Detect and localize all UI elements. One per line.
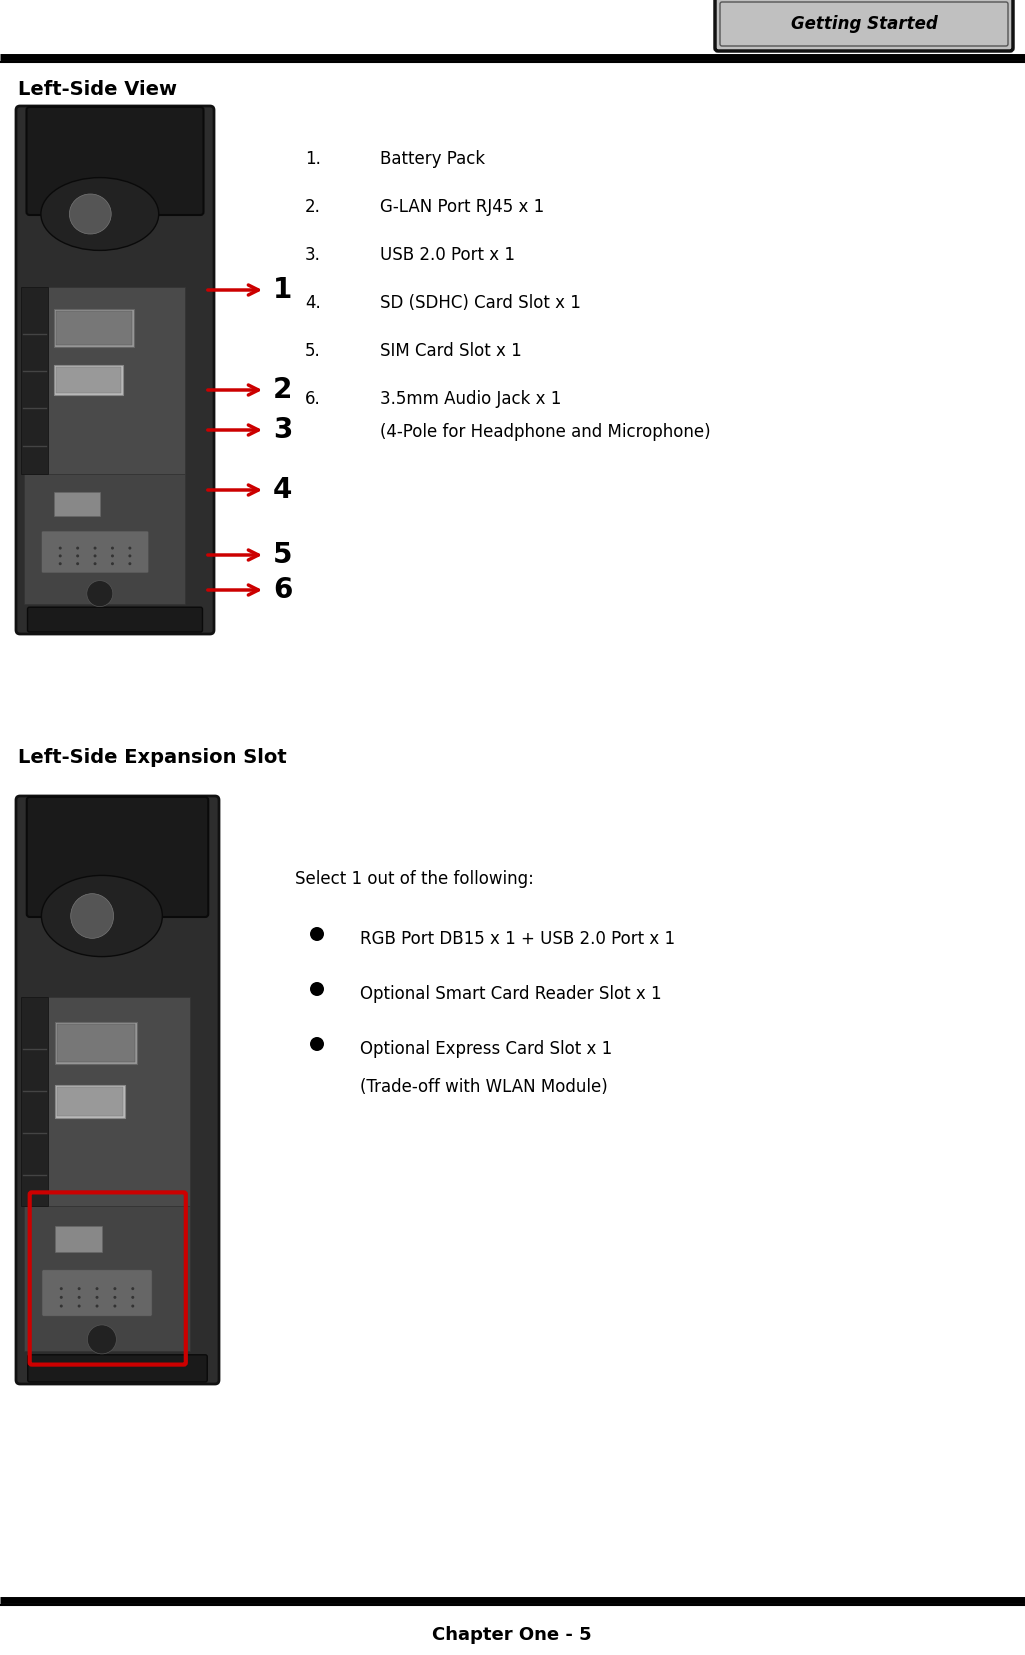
Text: SIM Card Slot x 1: SIM Card Slot x 1	[380, 343, 522, 361]
Circle shape	[58, 546, 62, 549]
Ellipse shape	[70, 194, 111, 233]
Bar	[24, 286, 186, 473]
Bar	[55, 1226, 101, 1253]
Circle shape	[58, 554, 62, 558]
Circle shape	[78, 1296, 81, 1299]
Bar	[57, 1024, 135, 1063]
Bar	[57, 1087, 123, 1117]
Bar	[54, 366, 123, 396]
Circle shape	[310, 981, 324, 996]
Ellipse shape	[41, 875, 162, 957]
FancyBboxPatch shape	[28, 1355, 207, 1382]
FancyBboxPatch shape	[16, 796, 219, 1384]
Circle shape	[111, 554, 114, 558]
FancyBboxPatch shape	[27, 108, 204, 215]
FancyBboxPatch shape	[16, 106, 214, 634]
Bar	[24, 998, 190, 1206]
Bar	[56, 311, 132, 344]
Text: 1.: 1.	[305, 151, 321, 169]
Text: 5: 5	[273, 541, 292, 569]
Bar	[55, 1023, 137, 1064]
Circle shape	[76, 554, 79, 558]
Circle shape	[114, 1288, 117, 1291]
Circle shape	[310, 1038, 324, 1051]
Circle shape	[131, 1304, 134, 1307]
Text: (4-Pole for Headphone and Microphone): (4-Pole for Headphone and Microphone)	[380, 424, 710, 440]
Text: 4: 4	[273, 477, 292, 505]
Text: SD (SDHC) Card Slot x 1: SD (SDHC) Card Slot x 1	[380, 295, 581, 313]
Text: 1: 1	[273, 276, 292, 305]
Bar	[54, 492, 99, 516]
Circle shape	[93, 546, 96, 549]
Text: USB 2.0 Port x 1: USB 2.0 Port x 1	[380, 247, 515, 265]
Circle shape	[78, 1304, 81, 1307]
Text: 4.: 4.	[305, 295, 321, 313]
Circle shape	[59, 1296, 63, 1299]
FancyBboxPatch shape	[41, 531, 149, 573]
Bar	[55, 1086, 125, 1119]
Circle shape	[310, 927, 324, 942]
Text: 3: 3	[273, 415, 292, 444]
Bar	[56, 367, 121, 394]
Bar	[20, 286, 47, 473]
Circle shape	[131, 1288, 134, 1291]
Bar	[20, 998, 48, 1206]
Circle shape	[111, 563, 114, 566]
Circle shape	[76, 563, 79, 566]
Circle shape	[58, 563, 62, 566]
Circle shape	[111, 546, 114, 549]
Text: Getting Started: Getting Started	[790, 15, 938, 33]
Circle shape	[95, 1304, 98, 1307]
Ellipse shape	[71, 894, 114, 938]
Bar	[24, 473, 186, 604]
Circle shape	[114, 1304, 117, 1307]
Circle shape	[95, 1296, 98, 1299]
Circle shape	[59, 1304, 63, 1307]
Circle shape	[87, 581, 113, 607]
FancyBboxPatch shape	[42, 1269, 152, 1316]
Text: Chapter One - 5: Chapter One - 5	[433, 1625, 591, 1643]
Bar	[24, 1206, 190, 1350]
Text: Left-Side Expansion Slot: Left-Side Expansion Slot	[18, 748, 287, 766]
Text: Select 1 out of the following:: Select 1 out of the following:	[295, 871, 534, 889]
Text: G-LAN Port RJ45 x 1: G-LAN Port RJ45 x 1	[380, 199, 544, 217]
Circle shape	[93, 563, 96, 566]
Circle shape	[114, 1296, 117, 1299]
FancyBboxPatch shape	[27, 798, 208, 917]
Text: 6.: 6.	[305, 391, 321, 409]
Text: 6: 6	[273, 576, 292, 604]
Circle shape	[95, 1288, 98, 1291]
FancyBboxPatch shape	[28, 607, 203, 632]
Text: Optional Express Card Slot x 1: Optional Express Card Slot x 1	[360, 1039, 612, 1058]
Text: 2.: 2.	[305, 199, 321, 217]
Text: Left-Side View: Left-Side View	[18, 79, 177, 99]
Text: 5.: 5.	[305, 343, 321, 361]
Circle shape	[128, 563, 131, 566]
Circle shape	[78, 1288, 81, 1291]
Ellipse shape	[41, 177, 159, 250]
Text: 3.5mm Audio Jack x 1: 3.5mm Audio Jack x 1	[380, 391, 562, 409]
Circle shape	[87, 1326, 117, 1354]
Text: 2: 2	[273, 376, 292, 404]
Circle shape	[76, 546, 79, 549]
Bar	[54, 309, 134, 346]
Circle shape	[93, 554, 96, 558]
Circle shape	[59, 1288, 63, 1291]
Text: RGB Port DB15 x 1 + USB 2.0 Port x 1: RGB Port DB15 x 1 + USB 2.0 Port x 1	[360, 930, 675, 948]
Circle shape	[131, 1296, 134, 1299]
Text: Battery Pack: Battery Pack	[380, 151, 485, 169]
Text: Optional Smart Card Reader Slot x 1: Optional Smart Card Reader Slot x 1	[360, 985, 661, 1003]
FancyBboxPatch shape	[715, 0, 1013, 51]
Text: (Trade-off with WLAN Module): (Trade-off with WLAN Module)	[360, 1077, 608, 1096]
Circle shape	[128, 546, 131, 549]
Circle shape	[128, 554, 131, 558]
Text: 3.: 3.	[305, 247, 321, 265]
